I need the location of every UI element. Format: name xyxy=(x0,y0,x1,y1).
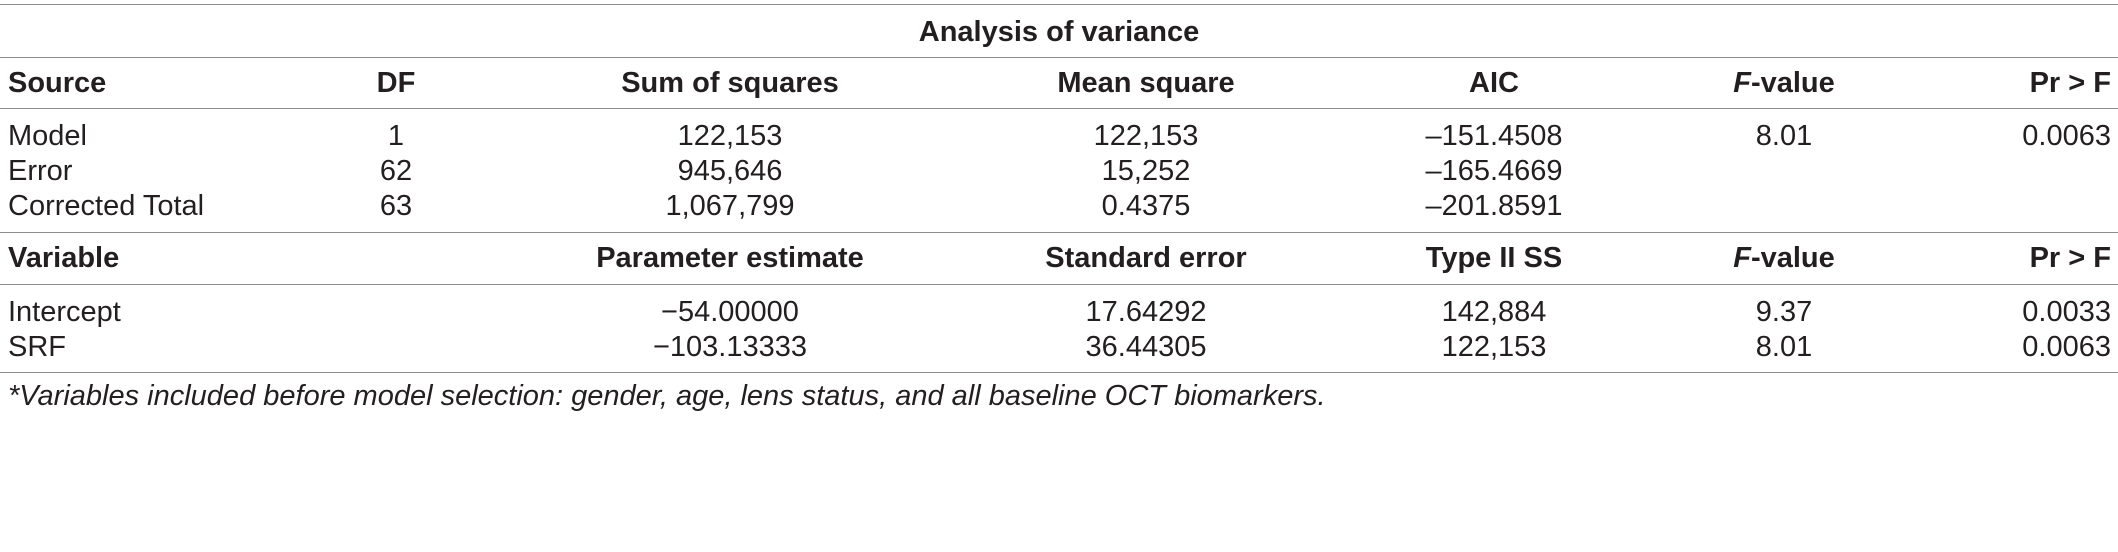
anova-df: 63 xyxy=(379,190,413,222)
header-pr-f: Pr > F xyxy=(2029,242,2111,274)
anova-p: 0.0063 xyxy=(2022,120,2111,152)
f-suffix: -value xyxy=(1750,242,1835,274)
param-std-error: 36.44305 xyxy=(1085,331,1207,363)
header-df: DF xyxy=(376,67,416,99)
header-type-ii-ss: Type II SS xyxy=(1425,242,1563,274)
anova-ms: 0.4375 xyxy=(1101,190,1191,222)
param-f: 8.01 xyxy=(1755,331,1813,363)
param-estimate: −54.00000 xyxy=(661,296,799,328)
anova-aic: –165.4669 xyxy=(1425,155,1563,187)
header-mean-square: Mean square xyxy=(1057,67,1235,99)
section-rule xyxy=(0,232,2118,233)
header-pr-f: Pr > F xyxy=(2029,67,2111,99)
anova-header-rule xyxy=(0,108,2118,109)
header-aic: AIC xyxy=(1469,67,1519,99)
anova-ss: 122,153 xyxy=(677,120,783,152)
title-rule xyxy=(0,57,2118,58)
param-variable: Intercept xyxy=(8,296,121,328)
anova-ss: 1,067,799 xyxy=(665,190,795,222)
anova-aic: –201.8591 xyxy=(1425,190,1563,222)
anova-source: Error xyxy=(8,155,73,187)
footnote: *Variables included before model selecti… xyxy=(8,380,1326,412)
f-italic: F xyxy=(1733,67,1751,99)
anova-df: 1 xyxy=(387,120,405,152)
anova-df: 62 xyxy=(379,155,413,187)
header-variable: Variable xyxy=(8,242,120,274)
param-variable: SRF xyxy=(8,331,66,363)
bottom-rule xyxy=(0,372,2118,373)
anova-source: Corrected Total xyxy=(8,190,205,222)
param-type-ii-ss: 142,884 xyxy=(1441,296,1547,328)
param-estimate: −103.13333 xyxy=(652,331,808,363)
anova-source: Model xyxy=(8,120,87,152)
header-parameter-estimate: Parameter estimate xyxy=(596,242,864,274)
table-title: Analysis of variance xyxy=(918,16,1200,48)
anova-aic: –151.4508 xyxy=(1425,120,1563,152)
param-std-error: 17.64292 xyxy=(1085,296,1207,328)
header-f-value: F-value xyxy=(1733,66,1835,100)
params-header-rule xyxy=(0,284,2118,285)
top-rule xyxy=(0,4,2118,5)
param-p: 0.0063 xyxy=(2022,331,2111,363)
anova-ss: 945,646 xyxy=(677,155,783,187)
f-italic: F xyxy=(1733,242,1751,274)
header-source: Source xyxy=(8,67,107,99)
header-sum-of-squares: Sum of squares xyxy=(621,67,839,99)
anova-ms: 122,153 xyxy=(1093,120,1199,152)
param-p: 0.0033 xyxy=(2022,296,2111,328)
header-standard-error: Standard error xyxy=(1045,242,1247,274)
header-f-value: F-value xyxy=(1733,241,1835,275)
anova-ms: 15,252 xyxy=(1101,155,1191,187)
anova-f: 8.01 xyxy=(1755,120,1813,152)
f-suffix: -value xyxy=(1750,67,1835,99)
param-type-ii-ss: 122,153 xyxy=(1441,331,1547,363)
param-f: 9.37 xyxy=(1755,296,1813,328)
